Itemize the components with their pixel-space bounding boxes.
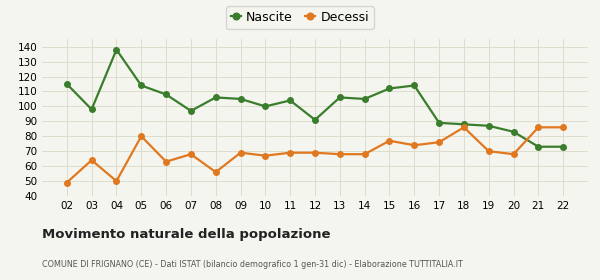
Legend: Nascite, Decessi: Nascite, Decessi [226,6,374,29]
Text: Movimento naturale della popolazione: Movimento naturale della popolazione [42,228,331,241]
Text: COMUNE DI FRIGNANO (CE) - Dati ISTAT (bilancio demografico 1 gen-31 dic) - Elabo: COMUNE DI FRIGNANO (CE) - Dati ISTAT (bi… [42,260,463,269]
